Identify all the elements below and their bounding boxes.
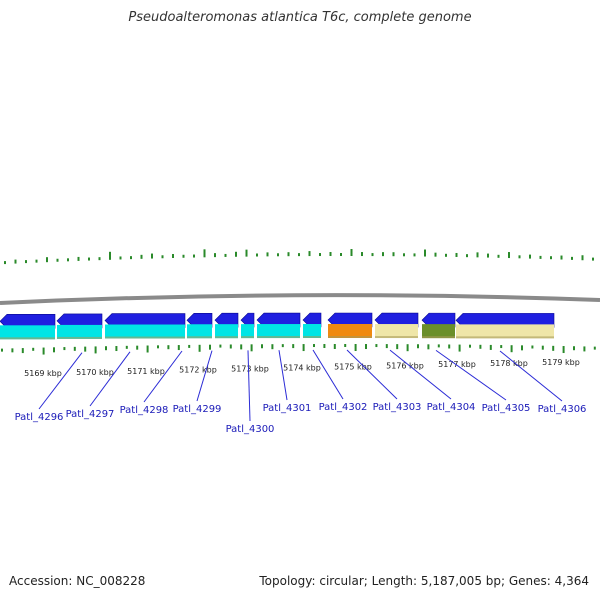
backbone [0,293,600,305]
ruler-tick-label: 5169 kbp [24,369,62,378]
gene-label[interactable]: Patl_4303 [373,402,422,413]
gene-label[interactable]: Patl_4301 [263,403,312,414]
gene-leaders [38,349,563,422]
gene-leader-line [143,350,183,403]
gene-label[interactable]: Patl_4302 [319,402,368,413]
ruler-tick-label: 5173 kbp [231,365,269,374]
gc-skew-track-outer [4,249,594,265]
gene-leader-line [89,351,131,407]
reverse-strand-feature [456,324,554,339]
ruler-tick-label: 5171 kbp [127,367,165,376]
gene-label[interactable]: Patl_4298 [120,405,169,416]
reverse-strand-feature [328,324,372,339]
gene-leader-line [312,349,344,400]
ruler-tick-label: 5175 kbp [334,362,372,371]
gene-label[interactable]: Patl_4297 [66,409,115,420]
ruler-tick-label: 5174 kbp [283,364,321,373]
gene-label[interactable]: Patl_4300 [226,424,275,435]
gene-leader-line [389,349,452,400]
gene-labels: Patl_4296 Patl_4297 Patl_4298 Patl_4299 Patl… [15,402,587,435]
ruler-tick-label: 5172 kbp [179,366,217,375]
gene-leader-line [435,349,507,401]
reverse-strand-feature [257,324,300,339]
gene-leader-line [247,350,251,422]
map-title: Pseudoalteromonas atlantica T6c, complet… [128,10,472,25]
gene-leader-line [499,350,563,402]
reverse-strand-feature [0,325,55,340]
ruler-tick-label: 5178 kbp [490,359,528,368]
ruler-tick-label: 5179 kbp [542,358,580,367]
reverse-strand-track [0,324,554,340]
forward-strand-track [0,312,555,329]
reverse-strand-feature [241,324,254,339]
gene-label[interactable]: Patl_4299 [173,404,222,415]
gene-leader-line [196,350,213,402]
reverse-strand-feature [303,324,321,339]
ruler-tick-label: 5170 kbp [76,368,114,377]
accession-text: Accession: NC_008228 [9,574,146,588]
genome-summary-text: Topology: circular; Length: 5,187,005 bp… [259,574,589,588]
reverse-strand-feature [187,324,212,339]
gene-label[interactable]: Patl_4306 [538,404,587,415]
reverse-strand-feature [105,324,185,339]
reverse-strand-feature [422,324,455,339]
gene-leader-line [38,352,83,410]
ruler-tick-label: 5176 kbp [386,361,424,370]
gene-leader-line [278,350,288,401]
gene-label[interactable]: Patl_4305 [482,403,531,414]
reverse-strand-feature [215,324,238,339]
gene-label[interactable]: Patl_4304 [427,402,476,413]
gc-skew-track-inner [1,344,596,355]
gene-leader-line [346,349,398,400]
ruler: 5169 kbp 5170 kbp 5171 kbp 5172 kbp 5173 kbp… [24,358,580,378]
reverse-strand-feature [57,324,102,339]
reverse-strand-feature [375,324,418,339]
gene-label[interactable]: Patl_4296 [15,412,64,423]
